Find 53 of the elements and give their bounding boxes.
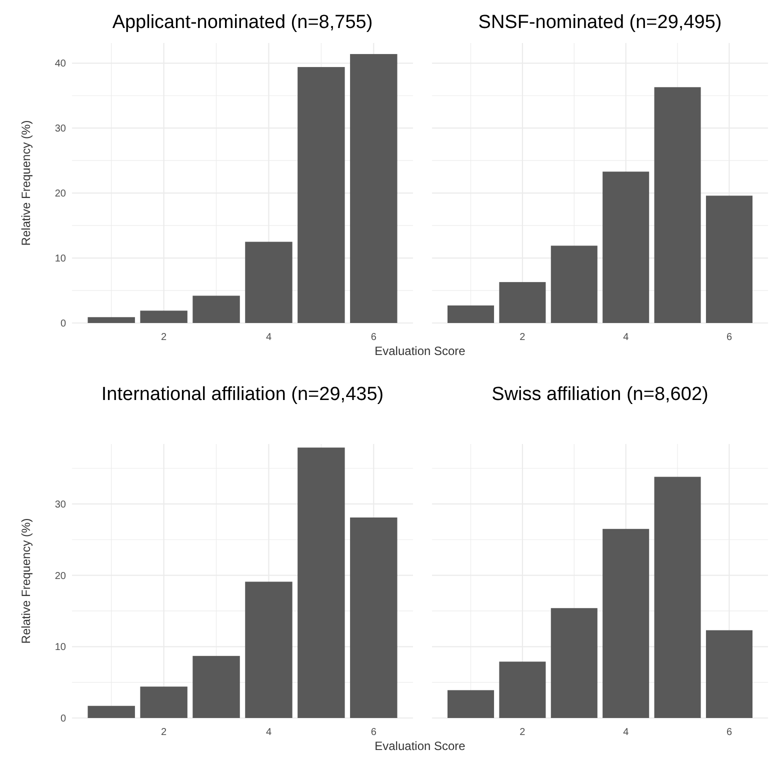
x-tick-label: 6 xyxy=(726,332,732,343)
bar xyxy=(654,87,701,323)
bar xyxy=(706,630,752,718)
bar xyxy=(499,662,546,718)
y-tick-label: 10 xyxy=(54,254,66,265)
bar xyxy=(245,242,292,323)
y-axis-title: Relative Frequency (%) xyxy=(19,120,33,246)
bar xyxy=(350,517,398,718)
chart-title: Swiss affiliation (n=8,602) xyxy=(492,384,708,405)
bar xyxy=(88,317,135,323)
x-tick-label: 4 xyxy=(266,727,272,738)
y-tick-label: 0 xyxy=(60,714,66,724)
x-tick-label: 2 xyxy=(161,727,168,738)
x-axis-title: Evaluation Score xyxy=(374,739,466,753)
chart-title: SNSF-nominated (n=29,495) xyxy=(478,12,722,33)
x-tick-label: 2 xyxy=(520,332,526,343)
bar xyxy=(706,196,752,323)
y-tick-label: 30 xyxy=(54,124,66,135)
bar xyxy=(499,282,546,323)
bar xyxy=(192,296,240,323)
bar xyxy=(654,476,701,718)
x-tick-label: 6 xyxy=(726,727,732,738)
chart-title: International affiliation (n=29,435) xyxy=(101,384,384,405)
y-tick-label: 30 xyxy=(54,499,66,510)
x-tick-label: 6 xyxy=(370,727,377,738)
x-tick-label: 4 xyxy=(266,332,272,343)
bar xyxy=(448,690,494,718)
x-tick-label: 4 xyxy=(623,332,630,343)
x-tick-label: 4 xyxy=(623,727,630,738)
y-tick-label: 40 xyxy=(54,58,66,70)
x-tick-label: 2 xyxy=(520,727,526,738)
bar xyxy=(140,686,188,718)
bar xyxy=(602,172,650,323)
y-tick-label: 20 xyxy=(54,570,66,582)
y-tick-label: 20 xyxy=(54,188,66,200)
bar xyxy=(350,54,398,323)
bar xyxy=(550,246,598,323)
bar xyxy=(88,706,135,718)
bar xyxy=(140,310,188,323)
x-axis-title: Evaluation Score xyxy=(374,344,466,358)
bar xyxy=(602,528,650,718)
bar xyxy=(448,305,494,323)
y-axis-title: Relative Frequency (%) xyxy=(19,518,33,644)
bar xyxy=(550,608,598,718)
bar xyxy=(192,656,240,718)
y-tick-label: 10 xyxy=(54,642,66,654)
x-tick-label: 2 xyxy=(161,332,168,343)
chart-title: Applicant-nominated (n=8,755) xyxy=(112,12,373,33)
bar xyxy=(298,67,345,323)
bar xyxy=(245,582,292,718)
bar xyxy=(298,448,345,718)
x-tick-label: 6 xyxy=(370,332,377,343)
y-tick-label: 0 xyxy=(60,318,66,330)
